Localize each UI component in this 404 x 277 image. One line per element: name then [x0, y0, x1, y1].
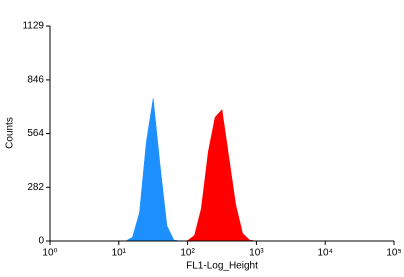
- x-tick-label: 10⁰: [42, 248, 57, 259]
- x-axis-label: FL1-Log_Height: [186, 261, 258, 272]
- x-tick-label: 10⁴: [317, 248, 332, 259]
- y-axis-label: Counts: [5, 117, 16, 149]
- y-tick-label: 846: [27, 75, 44, 86]
- y-tick-label: 564: [27, 128, 44, 139]
- x-tick-label: 10¹: [112, 248, 127, 259]
- x-tick-label: 10³: [249, 248, 264, 259]
- y-tick-label: 1129: [22, 21, 44, 32]
- x-tick-label: 10²: [180, 248, 195, 259]
- y-tick-label: 0: [38, 236, 44, 247]
- y-tick-label: 282: [27, 182, 44, 193]
- x-tick-label: 10⁵: [386, 248, 401, 259]
